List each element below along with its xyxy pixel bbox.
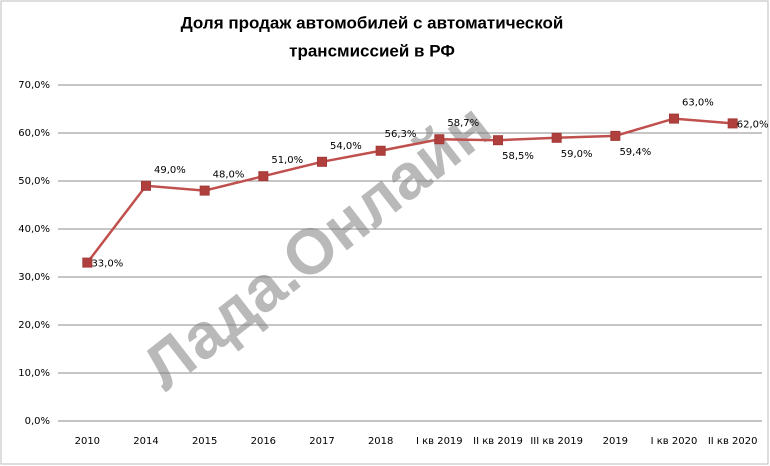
data-label: 56,3% — [385, 129, 417, 140]
y-tick-label: 60,0% — [18, 128, 50, 139]
marker — [434, 134, 445, 145]
y-tick-label: 10,0% — [18, 368, 50, 379]
y-tick-label: 0,0% — [25, 416, 50, 427]
data-label: 49,0% — [154, 165, 186, 176]
marker — [551, 132, 562, 143]
marker — [141, 180, 151, 191]
data-label: 48,0% — [213, 170, 245, 181]
marker — [375, 145, 386, 156]
x-tick-label: I кв 2019 — [416, 436, 463, 447]
data-label: 58,5% — [502, 151, 534, 162]
data-label: 62,0% — [737, 119, 769, 130]
x-tick-label: II кв 2019 — [473, 436, 523, 447]
y-tick-label: 40,0% — [18, 224, 50, 235]
data-label: 63,0% — [682, 98, 714, 109]
data-label: 51,0% — [271, 155, 303, 166]
x-tick-label: 2014 — [133, 436, 158, 447]
marker — [199, 185, 210, 196]
marker — [610, 130, 621, 141]
x-tick-label: II кв 2020 — [708, 436, 758, 447]
marker — [727, 118, 738, 129]
data-label: 58,7% — [447, 118, 479, 129]
y-tick-label: 20,0% — [18, 320, 50, 331]
x-tick-label: III кв 2019 — [530, 436, 583, 447]
x-tick-label: I кв 2020 — [651, 436, 698, 447]
marker — [493, 135, 503, 146]
y-tick-label: 70,0% — [18, 80, 50, 91]
data-label: 54,0% — [330, 141, 362, 152]
x-tick-label: 2010 — [75, 436, 100, 447]
y-tick-label: 50,0% — [18, 176, 50, 187]
x-tick-label: 2019 — [603, 436, 628, 447]
chart-title: трансмиссией в РФ — [289, 41, 455, 60]
marker — [669, 113, 679, 124]
x-tick-label: 2016 — [251, 436, 276, 447]
x-tick-label: 2018 — [368, 436, 393, 447]
data-label: 59,0% — [561, 149, 593, 160]
y-tick-label: 30,0% — [18, 272, 50, 283]
data-line — [86, 117, 733, 264]
chart-title: Доля продаж автомобилей с автоматической — [181, 13, 564, 32]
data-label: 33,0% — [91, 259, 123, 270]
marker — [82, 257, 93, 268]
x-tick-label: 2017 — [309, 436, 334, 447]
marker — [317, 156, 327, 167]
data-label: 59,4% — [619, 147, 651, 158]
x-tick-label: 2015 — [192, 436, 217, 447]
marker — [258, 171, 269, 182]
